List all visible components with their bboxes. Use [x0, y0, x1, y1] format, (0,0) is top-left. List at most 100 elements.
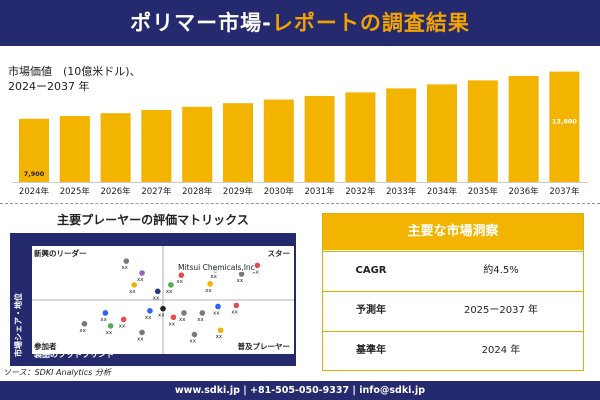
source-note: ソース：SDKI Analytics 分析	[3, 368, 111, 377]
x-tick-label: 2037年	[549, 186, 580, 197]
player-point-label: xx	[158, 313, 165, 319]
key-insights-table: 主要な市場洞察 CAGR 約4.5% 予測年 2025ー2037 年 基準年 2…	[322, 213, 584, 371]
x-tick-label: 2031年	[305, 186, 336, 197]
evaluation-matrix: 市場シェア・地位 xx xx xx xx xx xx xx xx xx xx xx xx xx xx xx x…	[10, 233, 296, 366]
player-point	[139, 329, 145, 336]
insight-label: 予測年	[356, 305, 386, 316]
insight-value: 2025ー2037 年	[463, 305, 539, 316]
data-label-last: 13,800	[552, 118, 578, 126]
player-point-label: xx	[137, 336, 144, 342]
x-tick-label: 2027年	[141, 186, 172, 197]
quadrant-emerging-leaders: 新興のリーダー	[34, 249, 87, 258]
player-point-label: xx	[153, 295, 160, 301]
x-tick-label: 2030年	[264, 186, 295, 197]
bar	[386, 88, 417, 182]
title-part1: ポリマー市場-	[130, 11, 272, 35]
chart-title-line1: 市場価値 (10億米ドル)、	[8, 65, 141, 78]
player-point	[217, 327, 224, 334]
player-point	[123, 258, 130, 264]
player-point-label: xx	[168, 321, 175, 327]
bar	[427, 84, 457, 182]
player-point-label: xx	[205, 288, 212, 294]
section-divider	[0, 203, 600, 204]
player-point-label: xx	[121, 265, 128, 271]
player-point	[131, 282, 137, 288]
player-point-label: xx	[129, 289, 136, 295]
bar	[345, 92, 376, 182]
bar	[182, 106, 213, 182]
quadrant-participants: 参加者	[34, 342, 57, 351]
bar	[549, 71, 580, 182]
insight-row-forecast: 予測年 2025ー2037 年	[323, 291, 583, 329]
player-point	[168, 282, 174, 288]
x-tick-label: 2025年	[60, 186, 91, 197]
player-point-label: xx	[106, 330, 113, 336]
bar	[59, 116, 90, 182]
player-point-label: xx	[145, 315, 152, 321]
player-point	[191, 331, 198, 338]
player-point	[181, 310, 187, 316]
player-point	[254, 262, 261, 269]
bar	[508, 76, 539, 182]
player-point	[207, 281, 213, 287]
matrix-plot-area: xx xx xx xx xx xx xx xx xx xx xx xx xx xx xx xx xx xx xx xx…	[32, 246, 294, 354]
player-point-label: xx	[231, 309, 238, 315]
player-point	[238, 271, 245, 277]
matrix-x-axis-label: 製品のフットプリント	[34, 350, 114, 359]
player-point-label: xx	[79, 328, 86, 334]
x-tick-label: 2035年	[468, 186, 499, 197]
bar	[467, 80, 498, 182]
player-point	[147, 308, 153, 314]
x-tick-label: 2024年	[19, 186, 50, 197]
player-point	[233, 302, 240, 309]
footer-contact: www.sdki.jp | +81-505-050-9337 | info@sd…	[0, 381, 600, 400]
insight-value: 約4.5%	[483, 265, 519, 276]
player-point	[170, 314, 177, 321]
x-tick-label: 2036年	[509, 186, 540, 197]
x-tick-label: 2032年	[345, 186, 376, 197]
player-point	[102, 310, 109, 316]
player-point-label: xx	[179, 317, 186, 323]
x-tick-label: 2028年	[182, 186, 213, 197]
player-point-label: xx	[166, 289, 173, 295]
player-point-label: xx	[213, 310, 220, 316]
player-point	[139, 270, 145, 276]
player-point	[160, 305, 166, 312]
bar	[19, 118, 49, 182]
player-point	[81, 320, 88, 327]
player-point-label: xx	[252, 269, 259, 275]
player-point	[107, 323, 114, 329]
player-point	[199, 310, 206, 316]
x-tick-label: 2029年	[223, 186, 254, 197]
player-point-label: xx	[176, 279, 183, 285]
player-point	[120, 316, 127, 323]
player-point-label: xx	[210, 274, 217, 280]
insight-label: 基準年	[356, 345, 386, 356]
x-tick-label: 2026年	[101, 186, 132, 197]
quadrant-stars: スター	[267, 249, 291, 258]
player-point-label: xx	[100, 317, 107, 323]
player-point-label: xx	[119, 323, 126, 329]
player-point-label: xx	[216, 334, 223, 340]
header-bar: ポリマー市場-レポートの調査結果	[0, 0, 600, 46]
chart-title-line2: 2024ー2037 年	[8, 80, 90, 93]
bar	[304, 96, 335, 182]
page-title: ポリマー市場-レポートの調査結果	[0, 0, 600, 46]
x-tick-label: 2034年	[427, 186, 458, 197]
insight-label: CAGR	[355, 265, 387, 276]
player-point	[178, 272, 185, 278]
insight-row-cagr: CAGR 約4.5%	[323, 251, 583, 289]
insight-row-base-year: 基準年 2024 年	[323, 331, 583, 369]
bar	[100, 113, 131, 182]
bar	[263, 99, 294, 182]
highlight-company-label: Mitsui Chemicals,Inc	[178, 263, 255, 272]
matrix-y-axis-label: 市場シェア・地位	[14, 293, 23, 357]
player-point	[215, 303, 221, 310]
player-point	[154, 288, 161, 295]
player-point-label: xx	[197, 317, 204, 323]
title-part2: レポートの調査結果	[271, 11, 470, 35]
matrix-title: 主要プレーヤーの評価マトリックス	[57, 213, 249, 227]
x-tick-label: 2033年	[386, 186, 417, 197]
insight-value: 2024 年	[481, 345, 521, 356]
